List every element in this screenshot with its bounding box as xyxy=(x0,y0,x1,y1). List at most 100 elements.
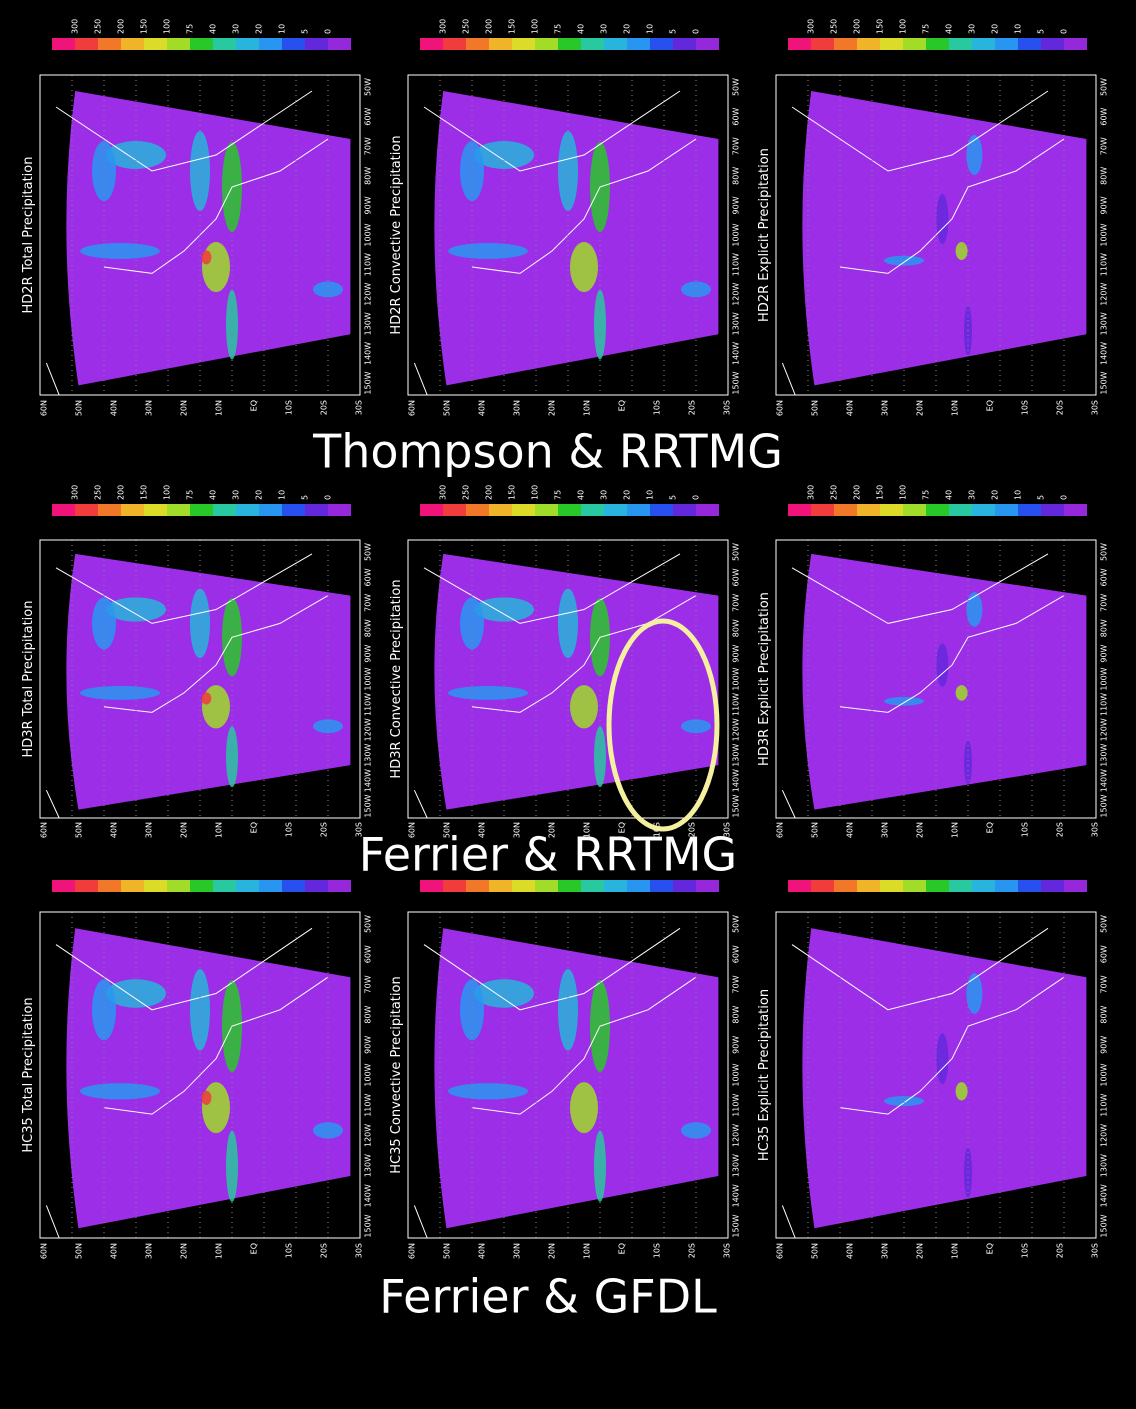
lon-label: 60W xyxy=(364,107,373,125)
lat-label: 10N xyxy=(951,822,960,838)
row-title: Ferrier & GFDL xyxy=(379,1270,717,1324)
lat-label: 20N xyxy=(548,400,557,416)
lat-label: 10S xyxy=(285,1243,294,1258)
colorbar-swatch xyxy=(190,38,213,50)
precip-area xyxy=(190,589,210,659)
lat-label: 60N xyxy=(408,400,417,416)
colorbar-label: 200 xyxy=(853,19,862,34)
lon-label: 120W xyxy=(1100,718,1109,741)
lat-label: 50N xyxy=(811,822,820,838)
precip-area xyxy=(956,242,968,260)
lat-label: 60N xyxy=(40,822,49,838)
panel-label: HC35 Convective Precipitation xyxy=(389,976,404,1173)
lon-label: 50W xyxy=(364,78,373,96)
lon-label: 140W xyxy=(1100,342,1109,365)
colorbar-label: 0 xyxy=(692,495,701,500)
colorbar-label: 300 xyxy=(439,485,448,500)
colorbar-swatch xyxy=(144,880,167,892)
colorbar-swatch xyxy=(673,880,696,892)
lat-label: 40N xyxy=(846,822,855,838)
colorbar-label: 100 xyxy=(899,485,908,500)
map-domain xyxy=(434,91,718,385)
colorbar-label: 75 xyxy=(186,490,195,500)
colorbar-label: 300 xyxy=(439,19,448,34)
colorbar-swatch xyxy=(926,880,949,892)
lon-label: 90W xyxy=(1100,644,1109,662)
colorbar-swatch xyxy=(995,880,1018,892)
lon-label: 90W xyxy=(732,196,741,214)
lon-label: 130W xyxy=(732,1154,741,1177)
colorbar-label: 100 xyxy=(531,485,540,500)
lon-label: 60W xyxy=(1100,945,1109,963)
colorbar-swatch xyxy=(190,880,213,892)
colorbar-swatch xyxy=(98,880,121,892)
precip-area xyxy=(936,194,948,244)
lat-label: 30N xyxy=(513,1243,522,1259)
lat-label: 10S xyxy=(285,822,294,837)
lon-label: 60W xyxy=(1100,107,1109,125)
lat-label: 20N xyxy=(180,1243,189,1259)
colorbar-swatch xyxy=(282,504,305,516)
colorbar-swatch xyxy=(144,504,167,516)
lon-label: 60W xyxy=(732,945,741,963)
lat-label: 20S xyxy=(1056,822,1065,837)
lon-label: 130W xyxy=(364,744,373,767)
lon-label: 130W xyxy=(364,1154,373,1177)
colorbar-label: 40 xyxy=(209,490,218,500)
lon-label: 120W xyxy=(364,718,373,741)
colorbar-label: 30 xyxy=(232,24,241,34)
lon-label: 120W xyxy=(1100,1124,1109,1147)
colorbar-label: 0 xyxy=(1060,495,1069,500)
colorbar-label: 250 xyxy=(94,485,103,500)
colorbar-label: 250 xyxy=(462,19,471,34)
lat-label: 10N xyxy=(583,400,592,416)
lat-label: 10N xyxy=(951,400,960,416)
lat-label: 50N xyxy=(75,1243,84,1259)
colorbar-swatch xyxy=(1018,880,1041,892)
colorbar-swatch xyxy=(443,880,466,892)
lon-label: 70W xyxy=(732,594,741,612)
lon-label: 130W xyxy=(1100,1154,1109,1177)
precip-area xyxy=(966,135,982,175)
lon-label: 110W xyxy=(732,253,741,276)
colorbar-label: 100 xyxy=(163,19,172,34)
colorbar-swatch xyxy=(121,38,144,50)
colorbar-label: 250 xyxy=(830,19,839,34)
lat-label: 10N xyxy=(215,822,224,838)
lat-label: 20S xyxy=(1056,1243,1065,1258)
colorbar-label: 5 xyxy=(669,29,678,34)
colorbar-label: 150 xyxy=(876,19,885,34)
colorbar-label: 250 xyxy=(830,485,839,500)
colorbar-swatch xyxy=(121,880,144,892)
lon-label: 80W xyxy=(364,619,373,637)
lon-label: 100W xyxy=(732,1063,741,1086)
lon-label: 100W xyxy=(1100,667,1109,690)
colorbar-swatch xyxy=(903,38,926,50)
lon-label: 60W xyxy=(364,945,373,963)
precip-area xyxy=(558,969,578,1051)
colorbar-swatch xyxy=(190,504,213,516)
colorbar-swatch xyxy=(443,38,466,50)
precip-area xyxy=(190,969,210,1051)
lat-label: 20N xyxy=(180,822,189,838)
colorbar-swatch xyxy=(926,504,949,516)
lon-label: 60W xyxy=(364,568,373,586)
colorbar-swatch xyxy=(673,504,696,516)
lat-label: 30N xyxy=(881,822,890,838)
colorbar-label: 10 xyxy=(1014,490,1023,500)
lat-label: 20S xyxy=(688,400,697,415)
colorbar-label: 20 xyxy=(255,490,264,500)
colorbar-label: 150 xyxy=(876,485,885,500)
lat-label: 10N xyxy=(951,1243,960,1259)
lon-label: 60W xyxy=(1100,568,1109,586)
lat-label: EQ xyxy=(250,1243,259,1254)
colorbar-swatch xyxy=(512,38,535,50)
colorbar-label: 20 xyxy=(991,490,1000,500)
lon-label: 150W xyxy=(1100,1214,1109,1237)
lon-label: 110W xyxy=(1100,693,1109,716)
lat-label: 30S xyxy=(355,400,364,415)
colorbar-label: 20 xyxy=(623,24,632,34)
colorbar-swatch xyxy=(949,38,972,50)
lat-label: 30N xyxy=(145,822,154,838)
colorbar-label: 40 xyxy=(945,24,954,34)
